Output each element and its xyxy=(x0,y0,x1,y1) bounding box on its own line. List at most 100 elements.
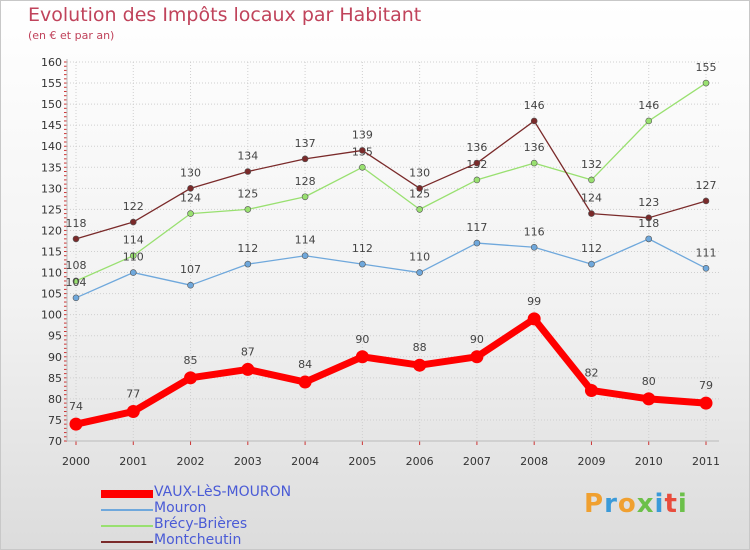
data-point xyxy=(473,176,481,184)
series-line xyxy=(75,82,707,282)
data-label: 79 xyxy=(699,379,713,392)
data-label: 139 xyxy=(352,128,373,141)
y-tick-label: 125 xyxy=(41,203,62,216)
data-point xyxy=(72,294,80,302)
data-point xyxy=(416,185,423,192)
x-tick-label: 2008 xyxy=(520,455,548,468)
data-label: 84 xyxy=(298,358,312,371)
data-point xyxy=(301,193,309,201)
data-label: 130 xyxy=(409,166,430,179)
series-line xyxy=(75,120,707,240)
data-label: 112 xyxy=(352,242,373,255)
data-point xyxy=(184,371,198,385)
series-line xyxy=(75,238,707,299)
data-label: 99 xyxy=(527,295,541,308)
data-point xyxy=(702,79,710,87)
data-point xyxy=(702,265,710,272)
logo-letter: P xyxy=(584,489,605,519)
data-point xyxy=(473,239,481,247)
y-tick-label: 145 xyxy=(41,119,62,132)
data-point xyxy=(301,252,309,260)
logo-letter: x xyxy=(636,489,655,519)
data-label: 127 xyxy=(696,179,717,192)
legend-swatch xyxy=(101,509,153,511)
data-label: 107 xyxy=(180,263,201,276)
data-point xyxy=(69,417,83,431)
data-label: 146 xyxy=(524,99,545,112)
data-label: 112 xyxy=(237,242,258,255)
chart-subtitle: (en € et par an) xyxy=(28,29,115,42)
data-label: 116 xyxy=(524,225,545,238)
data-label: 118 xyxy=(638,217,659,230)
data-point xyxy=(645,214,653,222)
data-point xyxy=(129,218,137,226)
series-line xyxy=(75,315,707,428)
data-point xyxy=(72,235,80,243)
data-label: 110 xyxy=(123,251,144,264)
data-label: 137 xyxy=(295,137,316,150)
data-point xyxy=(359,260,366,268)
x-tick-label: 2006 xyxy=(406,455,434,468)
legend-label: Brécy-Brières xyxy=(154,516,248,532)
data-label: 85 xyxy=(184,354,198,367)
x-tick-label: 2005 xyxy=(348,455,376,468)
chart-title: Evolution des Impôts locaux par Habitant xyxy=(28,4,422,26)
y-tick-label: 85 xyxy=(48,372,62,385)
data-point xyxy=(530,243,538,251)
y-tick-label: 100 xyxy=(41,309,62,322)
y-tick-label: 80 xyxy=(48,393,62,406)
y-tick-label: 115 xyxy=(41,246,62,259)
x-tick-label: 2009 xyxy=(577,455,605,468)
logo-letter: r xyxy=(604,489,618,519)
y-tick-label: 130 xyxy=(41,182,62,195)
x-tick-label: 2002 xyxy=(177,455,205,468)
y-tick-label: 110 xyxy=(41,267,62,280)
data-label: 111 xyxy=(696,246,717,259)
data-point xyxy=(187,185,194,192)
data-label: 124 xyxy=(180,192,201,205)
data-label: 136 xyxy=(524,141,545,154)
data-point xyxy=(645,117,653,125)
data-point xyxy=(530,117,538,125)
logo-letter: i xyxy=(654,489,665,519)
data-point xyxy=(126,405,140,419)
data-point xyxy=(470,350,484,364)
data-point xyxy=(355,350,369,364)
x-tick-label: 2010 xyxy=(635,455,663,468)
y-tick-label: 70 xyxy=(48,435,62,448)
data-point xyxy=(301,155,309,163)
data-point xyxy=(187,210,194,217)
logo-letter: t xyxy=(664,489,678,519)
data-point xyxy=(527,312,541,326)
data-point xyxy=(473,159,481,167)
data-label: 125 xyxy=(409,187,430,200)
y-tick-label: 95 xyxy=(48,330,62,343)
legend-label: Mouron xyxy=(154,500,207,516)
data-point xyxy=(584,383,598,397)
data-label: 124 xyxy=(581,192,602,205)
data-point xyxy=(359,163,366,171)
data-label: 108 xyxy=(66,259,87,272)
data-label: 155 xyxy=(696,61,717,74)
data-label: 90 xyxy=(470,333,484,346)
x-tick-label: 2000 xyxy=(62,455,90,468)
y-tick-label: 140 xyxy=(41,140,62,153)
data-label: 134 xyxy=(237,149,258,162)
y-tick-label: 135 xyxy=(41,161,62,174)
logo-letter: o xyxy=(617,489,637,519)
data-point xyxy=(416,269,423,276)
data-point xyxy=(187,281,194,289)
legend-label: VAUX-LèS-MOURON xyxy=(154,484,292,500)
data-label: 80 xyxy=(642,375,656,388)
legend-swatch xyxy=(101,525,153,527)
data-label: 146 xyxy=(638,99,659,112)
x-tick-label: 2007 xyxy=(463,455,491,468)
data-label: 118 xyxy=(66,217,87,230)
data-label: 123 xyxy=(638,196,659,209)
data-label: 110 xyxy=(409,251,430,264)
data-label: 104 xyxy=(66,276,87,289)
y-tick-label: 150 xyxy=(41,98,62,111)
data-label: 122 xyxy=(123,200,144,213)
y-tick-label: 160 xyxy=(41,56,62,69)
data-label: 112 xyxy=(581,242,602,255)
